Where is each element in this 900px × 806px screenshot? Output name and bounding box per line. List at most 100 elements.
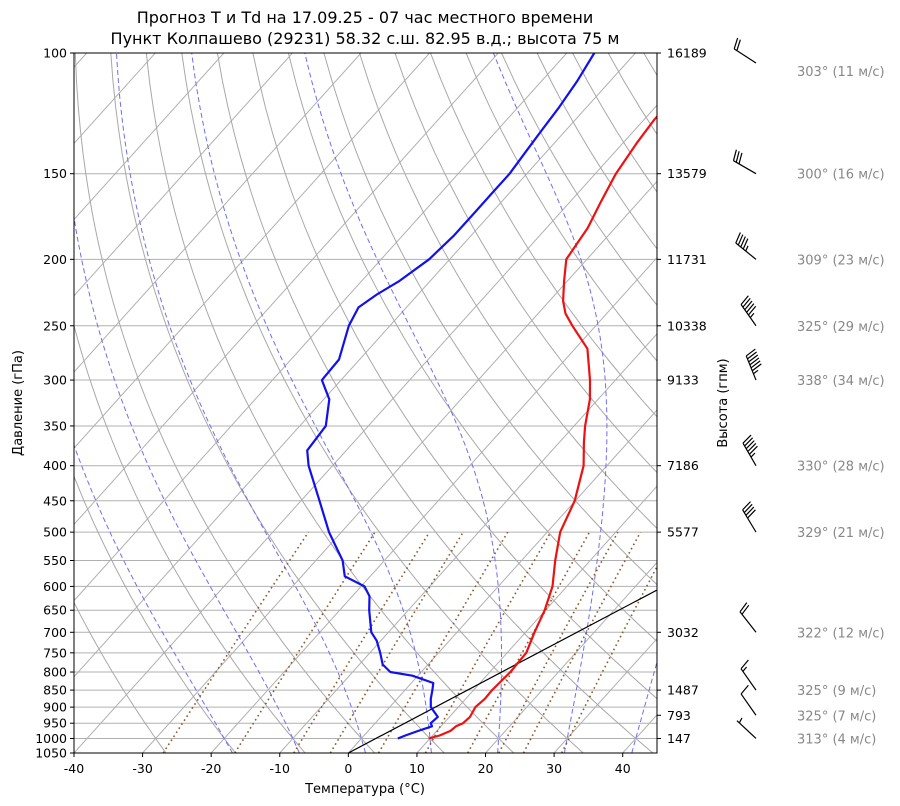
height-tick-label: 7186 bbox=[667, 458, 699, 473]
height-tick-label: 3032 bbox=[667, 625, 699, 640]
isotherm bbox=[74, 53, 293, 297]
x-tick-label: 30 bbox=[546, 761, 562, 776]
wind-label: 309° (23 м/с) bbox=[797, 253, 885, 268]
dry-adiabat bbox=[607, 53, 657, 136]
isotherm bbox=[74, 53, 568, 602]
y-axis-label: Давление (гПа) bbox=[11, 350, 26, 456]
wind-barb bbox=[740, 659, 757, 691]
height-tick-label: 5577 bbox=[667, 525, 699, 540]
y-tick-label: 150 bbox=[43, 166, 67, 181]
dry-adiabat bbox=[679, 53, 900, 753]
y-tick-label: 400 bbox=[43, 458, 67, 473]
y-tick-label: 500 bbox=[43, 525, 67, 540]
x-tick-label: 20 bbox=[478, 761, 494, 776]
wind-barb bbox=[740, 684, 757, 716]
height-tick-label: 147 bbox=[667, 731, 691, 746]
dewpoint-line bbox=[306, 53, 596, 740]
mixing-ratio-line bbox=[522, 531, 642, 753]
y-tick-label: 450 bbox=[43, 493, 67, 508]
dry-adiabat bbox=[287, 53, 657, 643]
mixing-ratio-line bbox=[162, 531, 310, 753]
height-axis-label: Высота (гпм) bbox=[716, 358, 731, 447]
wind-barb bbox=[739, 602, 757, 633]
y-tick-label: 350 bbox=[43, 418, 67, 433]
dry-adiabat bbox=[323, 53, 657, 586]
dry-adiabat bbox=[216, 53, 654, 753]
isotherm bbox=[74, 53, 431, 449]
y-tick-label: 300 bbox=[43, 373, 67, 388]
isotherm bbox=[74, 53, 636, 678]
wind-barb bbox=[745, 348, 762, 381]
height-tick-label: 11731 bbox=[667, 252, 707, 267]
wind-barb bbox=[736, 717, 757, 739]
isotherm bbox=[416, 485, 657, 753]
mixing-ratio-line bbox=[234, 531, 376, 753]
isotherm bbox=[622, 714, 657, 753]
mixing-ratio-line bbox=[560, 565, 657, 753]
isotherm bbox=[74, 53, 225, 221]
isotherm bbox=[210, 256, 657, 753]
height-tick-label: 10338 bbox=[667, 318, 707, 333]
dry-adiabat bbox=[252, 53, 657, 700]
wind-barb bbox=[733, 37, 757, 64]
dry-adiabat bbox=[430, 53, 657, 418]
dry-adiabat bbox=[74, 53, 376, 753]
dry-adiabat bbox=[110, 53, 445, 753]
chart-subtitle: Пункт Колпашево (29231) 58.32 с.ш. 82.95… bbox=[110, 29, 620, 48]
y-tick-label: 200 bbox=[43, 252, 67, 267]
dry-adiabat bbox=[181, 53, 584, 753]
isotherm bbox=[347, 409, 657, 753]
wind-label: 322° (12 м/с) bbox=[797, 626, 885, 641]
wind-barb bbox=[740, 295, 757, 327]
isotherm bbox=[485, 561, 657, 753]
wind-barb bbox=[742, 434, 758, 466]
wind-label: 329° (21 м/с) bbox=[797, 526, 885, 541]
wind-label: 303° (11 м/с) bbox=[797, 65, 885, 80]
x-tick-label: -40 bbox=[64, 761, 84, 776]
isotherm bbox=[74, 104, 657, 753]
dry-adiabat bbox=[715, 53, 900, 753]
isotherm bbox=[74, 53, 499, 526]
x-axis-label: Температура (°C) bbox=[304, 782, 425, 797]
y-tick-label: 100 bbox=[43, 46, 67, 61]
wind-barb bbox=[732, 149, 757, 175]
y-tick-label: 950 bbox=[43, 716, 67, 731]
y-tick-label: 800 bbox=[43, 665, 67, 680]
moist-adiabat bbox=[74, 214, 300, 753]
dry-adiabat bbox=[465, 53, 657, 362]
x-tick-label: -30 bbox=[132, 761, 152, 776]
height-tick-label: 13579 bbox=[667, 166, 707, 181]
y-tick-label: 1050 bbox=[35, 746, 67, 761]
dry-adiabat bbox=[74, 323, 306, 753]
chart-title: Прогноз T и Td на 17.09.25 - 07 час мест… bbox=[136, 8, 594, 27]
isotherm bbox=[760, 53, 900, 753]
moist-adiabat bbox=[631, 660, 657, 753]
y-tick-label: 1000 bbox=[35, 731, 67, 746]
moist-adiabat bbox=[304, 53, 502, 753]
wind-label: 325° (29 м/с) bbox=[797, 320, 885, 335]
wind-label: 325° (7 м/с) bbox=[797, 709, 876, 724]
y-tick-label: 600 bbox=[43, 579, 67, 594]
wind-barb bbox=[735, 232, 757, 260]
dry-adiabat bbox=[501, 53, 657, 306]
x-tick-label: 0 bbox=[344, 761, 352, 776]
dry-adiabat bbox=[74, 601, 167, 753]
dry-adiabat bbox=[394, 53, 657, 474]
temperature-line bbox=[428, 114, 657, 740]
y-tick-label: 250 bbox=[43, 318, 67, 333]
dry-adiabat bbox=[74, 474, 236, 753]
y-tick-label: 850 bbox=[43, 683, 67, 698]
mixing-ratio-line bbox=[377, 531, 509, 753]
moist-adiabat bbox=[74, 443, 233, 753]
x-tick-label: -10 bbox=[270, 761, 290, 776]
wind-label: 325° (9 м/с) bbox=[797, 684, 876, 699]
mixing-ratio-line bbox=[498, 531, 619, 753]
moist-adiabat bbox=[492, 53, 608, 753]
wind-label: 300° (16 м/с) bbox=[797, 168, 885, 183]
y-tick-label: 700 bbox=[43, 625, 67, 640]
x-tick-label: 10 bbox=[409, 761, 425, 776]
isotherm bbox=[142, 180, 657, 753]
height-tick-label: 16189 bbox=[667, 46, 707, 61]
dry-adiabat bbox=[572, 53, 657, 193]
